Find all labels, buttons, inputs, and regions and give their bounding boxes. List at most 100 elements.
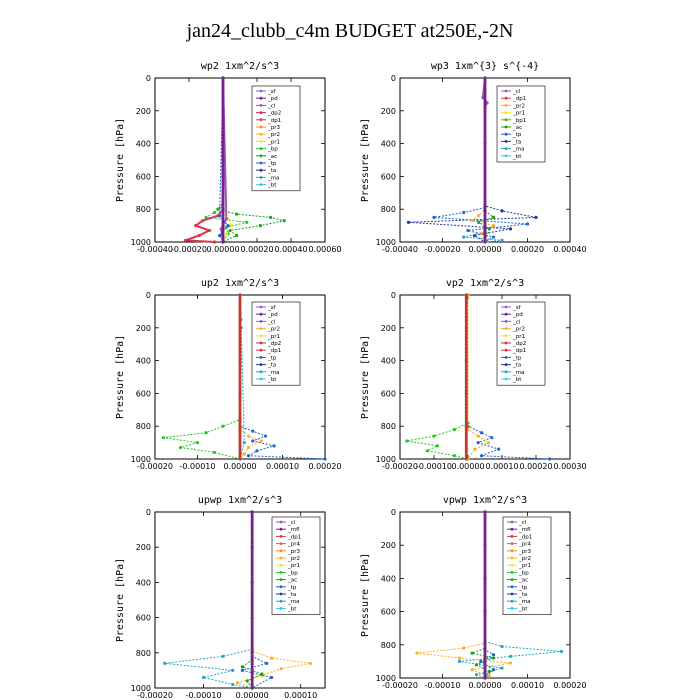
data-point [483, 239, 487, 243]
y-tick-label: 800 [381, 641, 396, 650]
x-tick-label: -0.00010 [186, 691, 222, 700]
legend-label: _dp2 [512, 341, 526, 347]
series-line [240, 512, 273, 689]
data-point [250, 656, 254, 660]
data-point [480, 431, 484, 435]
x-tick-label: 0.00030 [553, 462, 586, 471]
legend-label: _pr2 [267, 132, 280, 138]
zero-profile [250, 510, 254, 689]
legend-marker [504, 320, 508, 323]
legend-marker [259, 168, 263, 172]
series-tp [240, 510, 274, 690]
data-point [250, 561, 254, 565]
legend: _sf_pd_cl _dp2_dp1_pr3_pr2_pr1 _bp_ac_tp_t… [251, 85, 301, 192]
legend-marker [504, 147, 508, 151]
data-point [250, 594, 254, 598]
data-point [250, 544, 254, 548]
x-tick-label: 0.00010 [511, 681, 544, 690]
y-tick-label: 0 [146, 74, 151, 83]
data-point [250, 671, 254, 675]
x-tick-label: 0.00010 [266, 462, 299, 471]
legend-label: _pr1 [267, 334, 280, 340]
series-line [433, 78, 528, 243]
legend-label: _dp1 [512, 348, 526, 354]
panel-title: wp3 1xm^{3} s^{-4} [431, 61, 539, 72]
data-point [250, 584, 254, 588]
chart-panel-5: upwp 1xm^2/s^3 Pressure [hPa] 0 200 400 600 80… [115, 495, 326, 700]
legend-marker [504, 104, 508, 107]
legend-label: _ma [287, 599, 299, 605]
y-tick-label: 0 [391, 291, 396, 300]
legend-label: _bt [287, 606, 297, 612]
data-point [250, 603, 254, 607]
y-tick-label: 200 [381, 107, 396, 116]
legend-label: _ma [267, 175, 279, 181]
data-point [250, 525, 254, 529]
data-point [508, 661, 513, 665]
data-point [470, 651, 474, 655]
legend-label: _mfl [518, 527, 531, 533]
data-point [491, 668, 496, 672]
legend-marker [259, 132, 263, 136]
data-point [250, 548, 254, 552]
x-tick-label: -0.00020 [171, 245, 207, 254]
legend-label: _ma [518, 599, 530, 605]
x-tick-label: 0.00060 [308, 245, 341, 254]
data-point [425, 449, 429, 453]
legend-label: _bp1 [512, 118, 526, 124]
legend-label: _pr3 [287, 549, 301, 555]
data-point [258, 224, 262, 228]
data-point [250, 654, 254, 658]
y-tick-label: 600 [136, 389, 151, 398]
legend-marker [259, 118, 263, 122]
legend-label: _bp [518, 570, 529, 576]
data-point [250, 668, 254, 672]
legend-label: _pr2 [518, 556, 531, 562]
data-point [194, 224, 198, 228]
data-point [250, 618, 254, 622]
data-point [487, 674, 491, 678]
y-tick-label: 600 [381, 389, 396, 398]
data-point [212, 210, 217, 215]
legend-marker [279, 585, 283, 589]
data-point [250, 512, 254, 516]
x-tick-label: 0.00020 [519, 462, 552, 471]
data-point [452, 427, 456, 432]
data-point [250, 643, 254, 647]
legend-marker [504, 96, 508, 100]
legend-marker [504, 348, 508, 352]
data-point [250, 601, 254, 605]
legend: _cl_mfl_dp1_pr4_pr3_pr2_pr1_bp_ac_tp_ta_… [271, 516, 321, 615]
zero-profile [221, 76, 225, 243]
data-point [476, 441, 480, 445]
data-point [245, 679, 249, 683]
legend-marker [259, 176, 263, 179]
data-point [231, 682, 235, 687]
data-point [245, 220, 249, 224]
legend-label: _sf [267, 305, 277, 311]
data-point [250, 523, 254, 527]
data-point [250, 552, 254, 556]
data-point [272, 444, 276, 448]
data-point [226, 224, 230, 228]
data-point [224, 232, 228, 236]
y-tick-label: 600 [136, 172, 151, 181]
data-point [263, 434, 268, 438]
legend-label: _pr3 [267, 125, 281, 131]
legend-marker [504, 89, 508, 93]
legend-marker [504, 356, 508, 359]
chart-panel-2: wp3 1xm^{3} s^{-4} Pressure [hPa] 0 200 400 6… [360, 61, 587, 254]
data-point [250, 521, 254, 525]
legend-label: _tp [267, 161, 277, 167]
legend-marker [504, 140, 508, 143]
data-point [250, 613, 254, 617]
data-point [250, 590, 254, 594]
legend-label: _pr4 [518, 542, 532, 548]
data-point [246, 445, 251, 450]
series-line [217, 78, 285, 243]
legend-label: _cl [512, 89, 521, 95]
legend-marker [510, 556, 514, 560]
legend-marker [259, 111, 263, 114]
data-point [462, 646, 466, 650]
legend-marker [259, 327, 263, 330]
